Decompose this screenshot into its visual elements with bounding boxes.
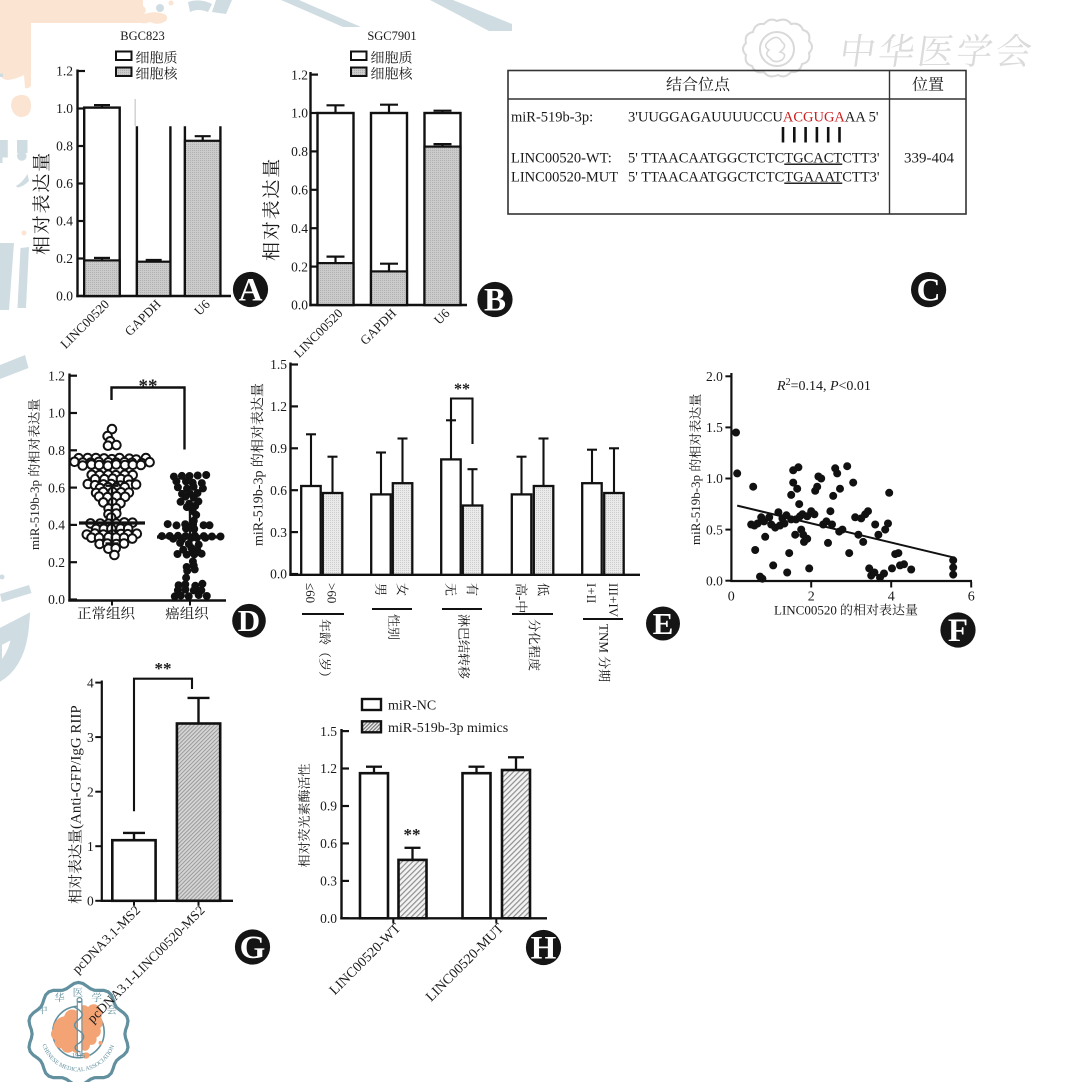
svg-text:BGC823: BGC823 [120, 29, 164, 43]
svg-text:0.4: 0.4 [48, 518, 65, 533]
svg-text:miR-519b-3p: miR-519b-3p [27, 480, 42, 550]
svg-text:pcDNA3.1-LINC00520-MS2: pcDNA3.1-LINC00520-MS2 [84, 903, 207, 1026]
svg-text:1.0: 1.0 [291, 106, 308, 121]
svg-text:miR-519b-3p: miR-519b-3p [251, 471, 266, 546]
svg-text:1.0: 1.0 [706, 471, 723, 486]
svg-text:miR-519b-3p: miR-519b-3p [688, 475, 703, 545]
svg-text:0.0: 0.0 [270, 567, 287, 582]
svg-text:H: H [531, 930, 557, 966]
svg-text:C: C [917, 273, 941, 309]
svg-text:1915: 1915 [72, 1053, 86, 1060]
svg-text:1.5: 1.5 [320, 724, 337, 739]
svg-text:G: G [240, 930, 266, 966]
svg-text:A: A [239, 272, 263, 308]
svg-text:**: ** [139, 376, 158, 397]
svg-text:D: D [238, 603, 260, 638]
svg-text:0.8: 0.8 [48, 443, 65, 458]
svg-text:0: 0 [728, 590, 735, 605]
svg-text:0.4: 0.4 [291, 221, 308, 236]
svg-text:LINC00520-MUT: LINC00520-MUT [511, 170, 618, 186]
svg-text:0.0: 0.0 [291, 298, 308, 313]
svg-text:miR-519b-3p:: miR-519b-3p: [511, 110, 593, 126]
svg-text:LINC00520-MUT: LINC00520-MUT [423, 921, 507, 1005]
svg-text:GAPDH: GAPDH [122, 297, 164, 339]
svg-text:2: 2 [808, 590, 815, 605]
svg-text:3'UUGGAGAUUUUCCUACGUGAAA 5': 3'UUGGAGAUUUUCCUACGUGAAA 5' [628, 110, 879, 126]
svg-text:0.6: 0.6 [291, 183, 308, 198]
svg-text:0.2: 0.2 [48, 555, 65, 570]
svg-text:0.5: 0.5 [706, 522, 723, 537]
svg-text:0.6: 0.6 [270, 483, 287, 498]
svg-text:0.9: 0.9 [320, 799, 337, 814]
svg-text:0.9: 0.9 [270, 441, 287, 456]
svg-text:**: ** [155, 659, 172, 678]
svg-text:**: ** [454, 381, 470, 398]
svg-text:0.8: 0.8 [291, 144, 308, 159]
svg-text:4: 4 [888, 590, 895, 605]
svg-text:LINC00520: LINC00520 [774, 603, 837, 618]
svg-text:LINC00520: LINC00520 [291, 306, 346, 361]
svg-text:0.4: 0.4 [56, 214, 73, 229]
svg-text:0.3: 0.3 [320, 874, 337, 889]
svg-text:1.5: 1.5 [706, 420, 723, 435]
svg-text:2: 2 [87, 784, 94, 799]
svg-text:1.0: 1.0 [48, 406, 65, 421]
svg-text:LINC00520: LINC00520 [57, 297, 112, 352]
svg-text:1.2: 1.2 [48, 368, 65, 383]
svg-text:>60: >60 [325, 583, 340, 603]
svg-text:6: 6 [968, 590, 975, 605]
svg-text:0.2: 0.2 [56, 251, 73, 266]
svg-text:1.2: 1.2 [320, 761, 337, 776]
svg-text:≤60: ≤60 [303, 583, 318, 603]
svg-text:GAPDH: GAPDH [357, 306, 399, 348]
svg-text:pcDNA3.1-MS2: pcDNA3.1-MS2 [69, 903, 143, 977]
svg-text:LINC00520-WT: LINC00520-WT [327, 921, 404, 998]
svg-text:B: B [484, 282, 506, 318]
svg-text:1.2: 1.2 [291, 67, 308, 82]
svg-text:5' TTAACAATGGCTCTCTGCACTCTT3': 5' TTAACAATGGCTCTCTGCACTCTT3' [628, 151, 880, 167]
svg-text:0.3: 0.3 [270, 525, 287, 540]
svg-text:0.0: 0.0 [320, 911, 337, 926]
svg-text:0.6: 0.6 [320, 836, 337, 851]
svg-text:1: 1 [87, 839, 94, 854]
svg-text:I+II: I+II [584, 583, 599, 603]
svg-text:0.0: 0.0 [706, 573, 723, 588]
svg-text:0: 0 [87, 894, 94, 909]
svg-text:1.2: 1.2 [270, 399, 287, 414]
svg-text:1.5: 1.5 [270, 357, 287, 372]
svg-text:0.6: 0.6 [48, 480, 65, 495]
svg-text:E: E [653, 606, 674, 641]
svg-text:2.0: 2.0 [706, 369, 723, 384]
svg-text:3: 3 [87, 730, 94, 745]
svg-text:1.2: 1.2 [56, 64, 73, 79]
svg-text:4: 4 [87, 675, 94, 690]
svg-text:5' TTAACAATGGCTCTCTGAAATCTT3': 5' TTAACAATGGCTCTCTGAAATCTT3' [628, 170, 880, 186]
svg-text:U6: U6 [191, 296, 213, 318]
svg-text:SGC7901: SGC7901 [367, 29, 416, 43]
svg-text:TNM: TNM [597, 624, 612, 653]
svg-text:339-404: 339-404 [904, 151, 954, 167]
svg-text:-: - [514, 596, 529, 600]
svg-text:0.6: 0.6 [56, 176, 73, 191]
svg-text:0.2: 0.2 [291, 259, 308, 274]
svg-text:**: ** [404, 825, 421, 844]
svg-text:0.0: 0.0 [48, 592, 65, 607]
svg-text:miR-519b-3p mimics: miR-519b-3p mimics [388, 721, 508, 736]
svg-text:(Anti-GFP/IgG RIIP: (Anti-GFP/IgG RIIP [69, 705, 85, 829]
svg-text:1.0: 1.0 [56, 101, 73, 116]
svg-text:0.0: 0.0 [56, 289, 73, 304]
svg-text:0.8: 0.8 [56, 139, 73, 154]
svg-text:III+IV: III+IV [606, 583, 621, 618]
svg-text:U6: U6 [431, 305, 453, 327]
svg-text:F: F [948, 613, 968, 649]
svg-text:R2=0.14, P<0.01: R2=0.14, P<0.01 [776, 377, 871, 394]
svg-text:LINC00520-WT:: LINC00520-WT: [511, 151, 612, 167]
svg-text:miR-NC: miR-NC [388, 699, 436, 714]
